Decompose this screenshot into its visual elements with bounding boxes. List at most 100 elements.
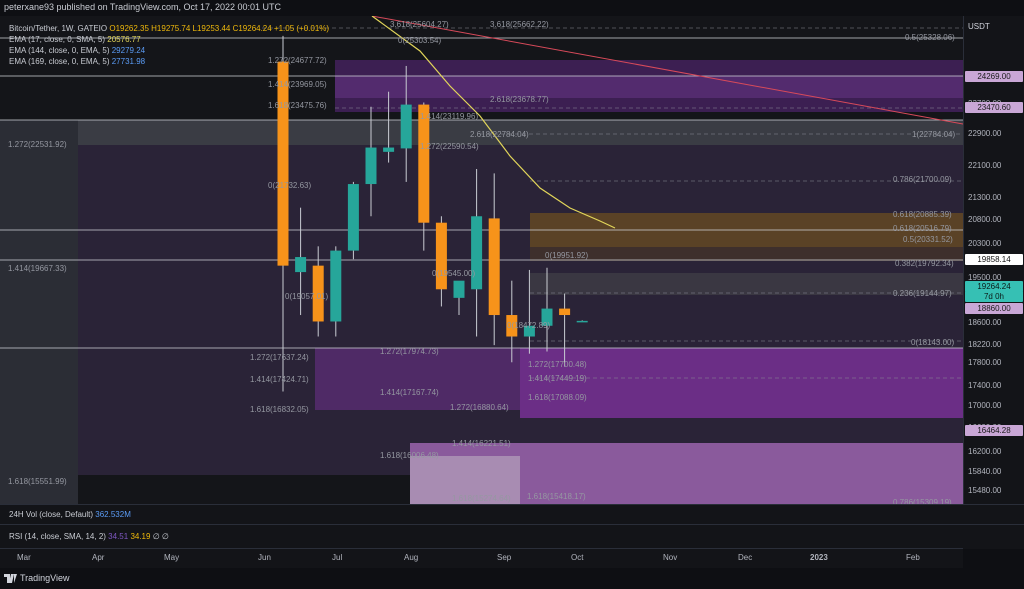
price-tick: 22900.00 (968, 129, 1002, 138)
fib-label: 0.786(21700.09) (893, 175, 952, 184)
volume-label: 24H Vol (close, Default) 362.532M (9, 510, 131, 519)
fib-label: 1(22784.04) (912, 130, 956, 139)
price-tag: 19264.24 (965, 281, 1023, 292)
price-tick: 19500.00 (968, 273, 1002, 282)
fib-label: 0.382(19792.34) (895, 259, 954, 268)
fib-label: 1.414(17449.19) (528, 374, 587, 383)
candle-body[interactable] (453, 280, 465, 298)
fib-label: 0.618(20885.39) (893, 210, 952, 219)
candle-body[interactable] (541, 308, 553, 326)
time-tick: Apr (92, 553, 105, 562)
price-tick: 16200.00 (968, 447, 1002, 456)
fib-label: 0.5(20331.52) (903, 235, 953, 244)
fib-label: 1.414(23119.96) (420, 112, 479, 121)
candle-body[interactable] (559, 308, 571, 316)
candle-body[interactable] (365, 147, 377, 185)
time-axis[interactable]: Mar Apr May Jun Jul Aug Sep Oct Nov Dec 2023 Feb (0, 548, 963, 569)
fib-label: 0(19057.01) (285, 292, 329, 301)
time-tick: Jul (332, 553, 343, 562)
price-tick: 15840.00 (968, 467, 1002, 476)
fib-label: 1.618(16832.05) (250, 405, 309, 414)
price-tick: 17800.00 (968, 358, 1002, 367)
time-tick: 2023 (810, 553, 828, 562)
candle-body[interactable] (576, 320, 588, 323)
fib-zone-top-inner (335, 76, 963, 98)
fib-label: 1.618(15551.99) (8, 477, 67, 486)
legend-ema3: EMA (169, close, 0, EMA, 5) 27731.98 (9, 57, 146, 66)
time-tick: May (164, 553, 180, 562)
price-chart[interactable]: Bitcoin/Tether, 1W, GATEIO O19262.35 H19… (0, 16, 963, 504)
fib-label: 0.618(20516.79) (893, 224, 952, 233)
fib-label: 0.5(25328.06) (905, 33, 955, 42)
ema17-line (371, 16, 616, 229)
candle-body[interactable] (383, 147, 395, 152)
fib-label: 0(21732.63) (268, 181, 312, 190)
fib-label: 1.414(19667.33) (8, 264, 67, 273)
fib-label: 3.618(25604.27) (390, 20, 449, 29)
candle-body[interactable] (435, 222, 447, 290)
fib-zone-gray (0, 120, 78, 504)
fib-label: 1.414(16221.51) (452, 439, 511, 448)
rsi-pane[interactable]: RSI (14, close, SMA, 14, 2) 34.51 34.19 … (0, 524, 1024, 549)
fib-label: 0(25303.54) (398, 36, 442, 45)
legend-ema1: EMA (17, close, 0, SMA, 5) 20576.77 (9, 35, 141, 44)
price-tick: 22100.00 (968, 161, 1002, 170)
fib-label: 1.272(17637.24) (250, 353, 309, 362)
candle-body[interactable] (523, 325, 535, 337)
fib-label: 1.414(17424.71) (250, 375, 309, 384)
candle-body[interactable] (400, 104, 412, 149)
fib-zone-orange-2 (530, 247, 963, 261)
fib-label: 1.272(24677.72) (268, 56, 327, 65)
fib-label: 1.272(17974.73) (380, 347, 439, 356)
price-tick: 20300.00 (968, 239, 1002, 248)
fib-zone-lower-4 (410, 456, 520, 504)
fib-label: 2.618(22784.04) (470, 130, 529, 139)
fib-label: 0.786(15309.19) (893, 498, 952, 504)
tradingview-logo-icon (4, 574, 17, 583)
price-tag: 18860.00 (965, 303, 1023, 314)
legend-ema2: EMA (144, close, 0, EMA, 5) 29279.24 (9, 46, 146, 55)
price-tick: 17000.00 (968, 401, 1002, 410)
fib-zone-light (78, 120, 963, 145)
time-tick: Nov (663, 553, 678, 562)
candle-body[interactable] (330, 250, 342, 322)
fib-dash-lines (262, 27, 963, 379)
fib-zone-lower-2 (520, 348, 963, 418)
fib-zone-gray-2 (530, 273, 963, 295)
price-tick: 17400.00 (968, 381, 1002, 390)
brand-label: TradingView (20, 573, 70, 583)
publisher-bar: peterxane93 published on TradingView.com… (0, 0, 1024, 16)
candle-body[interactable] (471, 216, 483, 290)
fib-label: 2.618(23678.77) (490, 95, 549, 104)
candle-body[interactable] (277, 61, 289, 266)
fib-label: 1.414(17167.74) (380, 388, 439, 397)
fib-label: 1.618(17088.09) (528, 393, 587, 402)
price-tag: 24269.00 (965, 71, 1023, 82)
price-tick: 18600.00 (968, 318, 1002, 327)
fib-label: 0(19545.00) (432, 269, 476, 278)
rsi-label: RSI (14, close, SMA, 14, 2) 34.51 34.19 … (9, 532, 169, 541)
candle-body[interactable] (418, 104, 430, 223)
time-tick: Aug (404, 553, 419, 562)
time-tick: Dec (738, 553, 753, 562)
fib-label: 1.618(23475.76) (268, 101, 327, 110)
fib-label: 0(19951.92) (545, 251, 589, 260)
fib-label: 1.618(15418.17) (527, 492, 586, 501)
price-tag: 16464.28 (965, 425, 1023, 436)
candle-body[interactable] (312, 265, 324, 322)
candle-body[interactable] (488, 218, 500, 316)
price-tick: 20800.00 (968, 215, 1002, 224)
candle-body[interactable] (506, 315, 518, 337)
fib-label: 0(18472.89) (507, 321, 551, 330)
fib-label: 3.618(25662.22) (490, 20, 549, 29)
fib-label: 0(18143.00) (911, 338, 955, 347)
candle-body[interactable] (295, 257, 307, 273)
fib-zone-purple-wide (78, 145, 963, 475)
price-tag: 23470.60 (965, 102, 1023, 113)
fib-label: 1.272(17700.48) (528, 360, 587, 369)
price-axis[interactable]: USDT 23700.0022900.0022100.0021300.00208… (963, 16, 1024, 504)
legend-title: Bitcoin/Tether, 1W, GATEIO O19262.35 H19… (9, 24, 330, 33)
candle-body[interactable] (347, 184, 359, 251)
volume-pane[interactable]: 24H Vol (close, Default) 362.532M (0, 504, 1024, 525)
price-tick: 15480.00 (968, 486, 1002, 495)
